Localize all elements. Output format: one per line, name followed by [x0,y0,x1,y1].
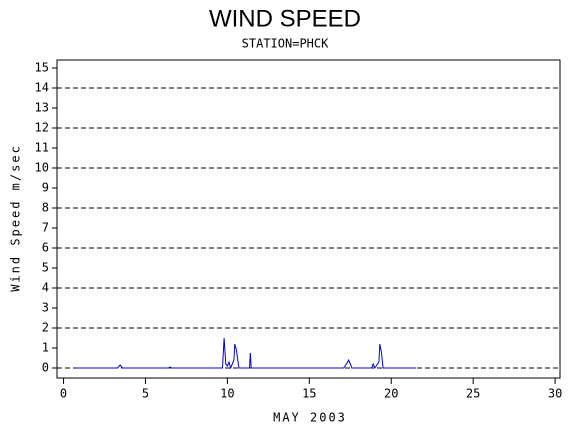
y-tick-label: 5 [42,261,49,275]
y-tick-label: 15 [35,61,49,75]
x-tick-label: 15 [302,387,316,401]
x-tick-label: 5 [142,387,149,401]
y-tick-label: 7 [42,221,49,235]
y-tick-label: 6 [42,241,49,255]
x-tick-label: 30 [548,387,562,401]
y-tick-label: 9 [42,181,49,195]
x-tick-label: 0 [60,387,67,401]
x-tick-label: 25 [466,387,480,401]
chart-title: WIND SPEED [209,5,361,32]
x-axis-label: MAY 2003 [273,411,347,425]
y-tick-label: 10 [35,161,49,175]
plot-frame [56,59,561,379]
x-tick-label: 20 [384,387,398,401]
y-tick-label: 8 [42,201,49,215]
y-tick-label: 14 [35,81,49,95]
y-tick-label: 0 [42,361,49,375]
y-tick-label: 3 [42,301,49,315]
y-tick-label: 12 [35,121,49,135]
y-tick-label: 13 [35,101,49,115]
y-tick-label: 1 [42,341,49,355]
y-tick-label: 4 [42,281,49,295]
x-tick-label: 10 [220,387,234,401]
data-line [76,337,416,370]
y-tick-label: 11 [35,141,49,155]
y-axis-label: Wind Speed m/sec [9,144,23,292]
chart-subtitle: STATION=PHCK [242,37,329,51]
y-tick-label: 2 [42,321,49,335]
